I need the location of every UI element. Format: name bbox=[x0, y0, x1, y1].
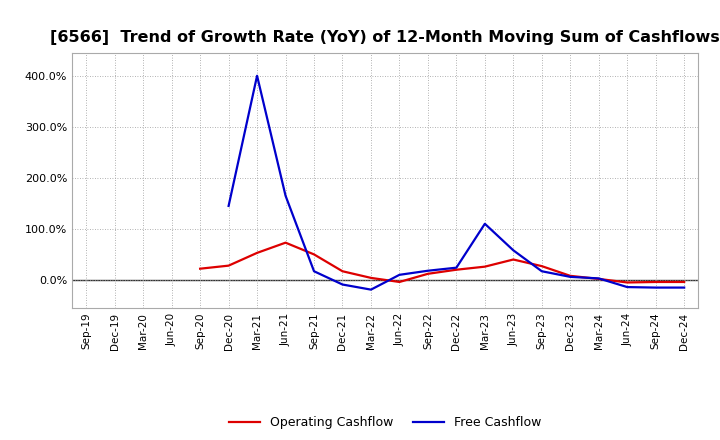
Title: [6566]  Trend of Growth Rate (YoY) of 12-Month Moving Sum of Cashflows: [6566] Trend of Growth Rate (YoY) of 12-… bbox=[50, 29, 720, 45]
Legend: Operating Cashflow, Free Cashflow: Operating Cashflow, Free Cashflow bbox=[224, 411, 546, 434]
